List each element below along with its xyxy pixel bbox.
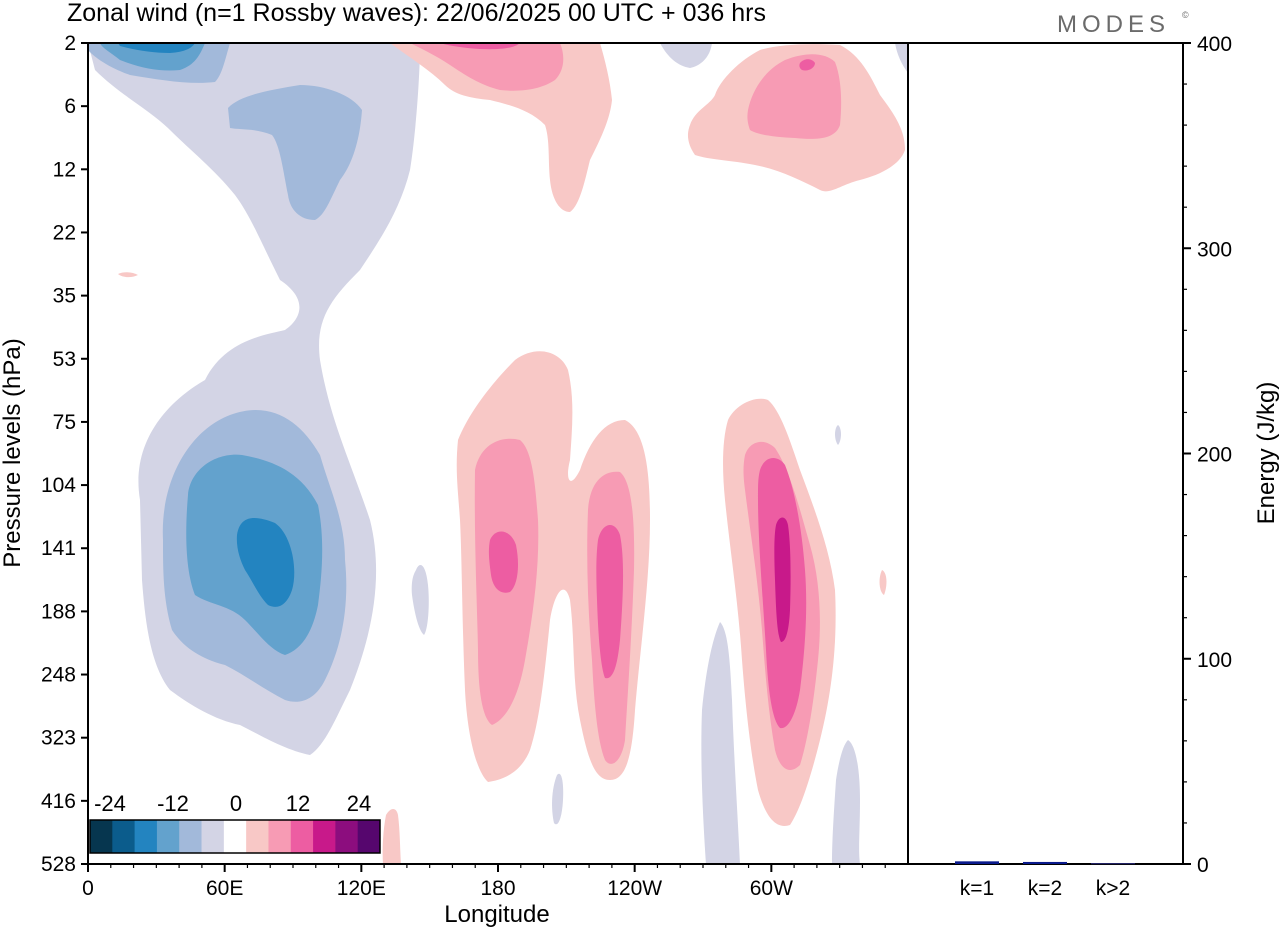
colorbar-swatch [223, 820, 247, 853]
energy-bars [955, 861, 1135, 865]
colorbar-label: -12 [157, 791, 189, 816]
contour-pos-bottom [382, 808, 401, 864]
longitude-tick-label: 0 [82, 877, 94, 900]
energy-bar-label: k>2 [1096, 877, 1130, 900]
positive-anomaly-top [118, 43, 905, 864]
longitude-tick-label: 60W [750, 877, 793, 900]
colorbar-swatch [246, 820, 269, 853]
colorbar-label: 0 [230, 791, 242, 816]
pressure-tick-label: 6 [64, 95, 76, 118]
colorbar-swatch [201, 820, 225, 853]
contour-pos-top-b-8 [747, 54, 842, 139]
contour-pos-top-b-12 [799, 59, 815, 71]
pressure-tick-label: 188 [41, 600, 76, 623]
longitude-tick-label: 180 [480, 877, 515, 900]
pressure-tick-label: 2 [64, 32, 76, 55]
negative-anomaly-top [88, 43, 908, 864]
energy-tick-label: 300 [1197, 238, 1232, 261]
longitude-axis: 0 60E 120E 180 120W 60W [82, 864, 886, 900]
contour-pos-top-a-4 [390, 43, 612, 212]
energy-tick-label: 200 [1197, 444, 1232, 467]
energy-bar-label: k=1 [960, 877, 994, 900]
energy-tick-label: 100 [1197, 649, 1232, 672]
colorbar-swatch [268, 820, 292, 853]
colorbar-swatch [134, 820, 158, 853]
colorbar-frame [89, 819, 381, 854]
energy-bar [955, 861, 999, 864]
contour-pos-tiny [118, 272, 138, 278]
pressure-tick-label: 528 [41, 853, 76, 876]
pressure-tick-label: 75 [53, 411, 76, 434]
negative-anomaly-west [88, 43, 420, 755]
contour-pos-dot [879, 570, 887, 595]
colorbar-swatch [335, 820, 359, 853]
energy-axis-label: Energy (J/kg) [1253, 382, 1280, 525]
contour-neg-sliver-1 [411, 565, 429, 635]
energy-tick-label: 0 [1197, 854, 1209, 877]
colorbar-swatch [179, 820, 202, 853]
contour-pos-12-a [488, 531, 518, 593]
contour-neg-sliver-2 [552, 773, 564, 825]
brand-copyright-mark: © [1182, 10, 1189, 20]
positive-anomaly-central [456, 351, 650, 782]
colorbar-labels: -24 -12 0 12 24 [94, 791, 371, 816]
energy-bar-label: k=2 [1028, 877, 1062, 900]
contour-neg-top-16 [118, 43, 195, 53]
contour-field [88, 43, 908, 864]
pressure-tick-label: 323 [41, 727, 76, 750]
brand-logo: MODES [1057, 11, 1170, 38]
contour-pos-top-a-12 [440, 43, 520, 50]
colorbar-label: 24 [347, 791, 371, 816]
colorbar-swatch [290, 820, 314, 853]
longitude-tick-label: 60E [206, 877, 243, 900]
pressure-tick-label: 248 [41, 664, 76, 687]
colorbar-swatch [90, 820, 113, 853]
contour-neg-small [660, 43, 712, 68]
pressure-tick-label: 35 [53, 285, 76, 308]
contour-neg-dot [835, 425, 841, 445]
y-axis-label: Pressure levels (hPa) [0, 338, 26, 567]
colorbar-swatch [112, 820, 136, 853]
contour-pos-top-a-8 [410, 43, 564, 91]
contour-pos-east-16 [774, 517, 791, 642]
longitude-tick-label: 120W [607, 877, 662, 900]
pressure-tick-label: 416 [41, 790, 76, 813]
colorbar-label: -24 [94, 791, 126, 816]
contour-neg-mid-8 [228, 85, 362, 220]
energy-bar [1091, 863, 1135, 865]
energy-bar [1023, 861, 1067, 864]
pressure-axis: 2 6 12 22 35 53 75 104 141 188 248 323 416 528 [41, 32, 88, 876]
colorbar-swatch [313, 820, 336, 853]
x-axis-label: Longitude [444, 901, 549, 928]
colorbar-swatch [156, 820, 180, 853]
contour-neg-plume-1 [701, 622, 740, 864]
longitude-tick-label: 120E [337, 877, 386, 900]
colorbar-label: 12 [286, 791, 310, 816]
pressure-tick-label: 53 [53, 348, 76, 371]
colorbar-swatch [357, 820, 381, 853]
energy-axis: 0 100 200 300 400 [1183, 33, 1232, 877]
contour-neg-edge [895, 43, 908, 73]
pressure-tick-label: 12 [53, 158, 76, 181]
contour-neg-20 [236, 518, 295, 607]
energy-bar-labels: k=1 k=2 k>2 [960, 877, 1130, 900]
energy-tick-label: 400 [1197, 33, 1232, 56]
pressure-tick-label: 141 [41, 537, 76, 560]
pressure-tick-label: 22 [53, 221, 76, 244]
contour-pos-12-b [596, 524, 624, 679]
chart-title: Zonal wind (n=1 Rossby waves): 22/06/202… [67, 0, 766, 27]
colorbar [89, 819, 381, 854]
pressure-tick-label: 104 [41, 474, 76, 497]
positive-anomaly-east [723, 398, 887, 826]
contour-neg-plume-2 [832, 740, 860, 864]
